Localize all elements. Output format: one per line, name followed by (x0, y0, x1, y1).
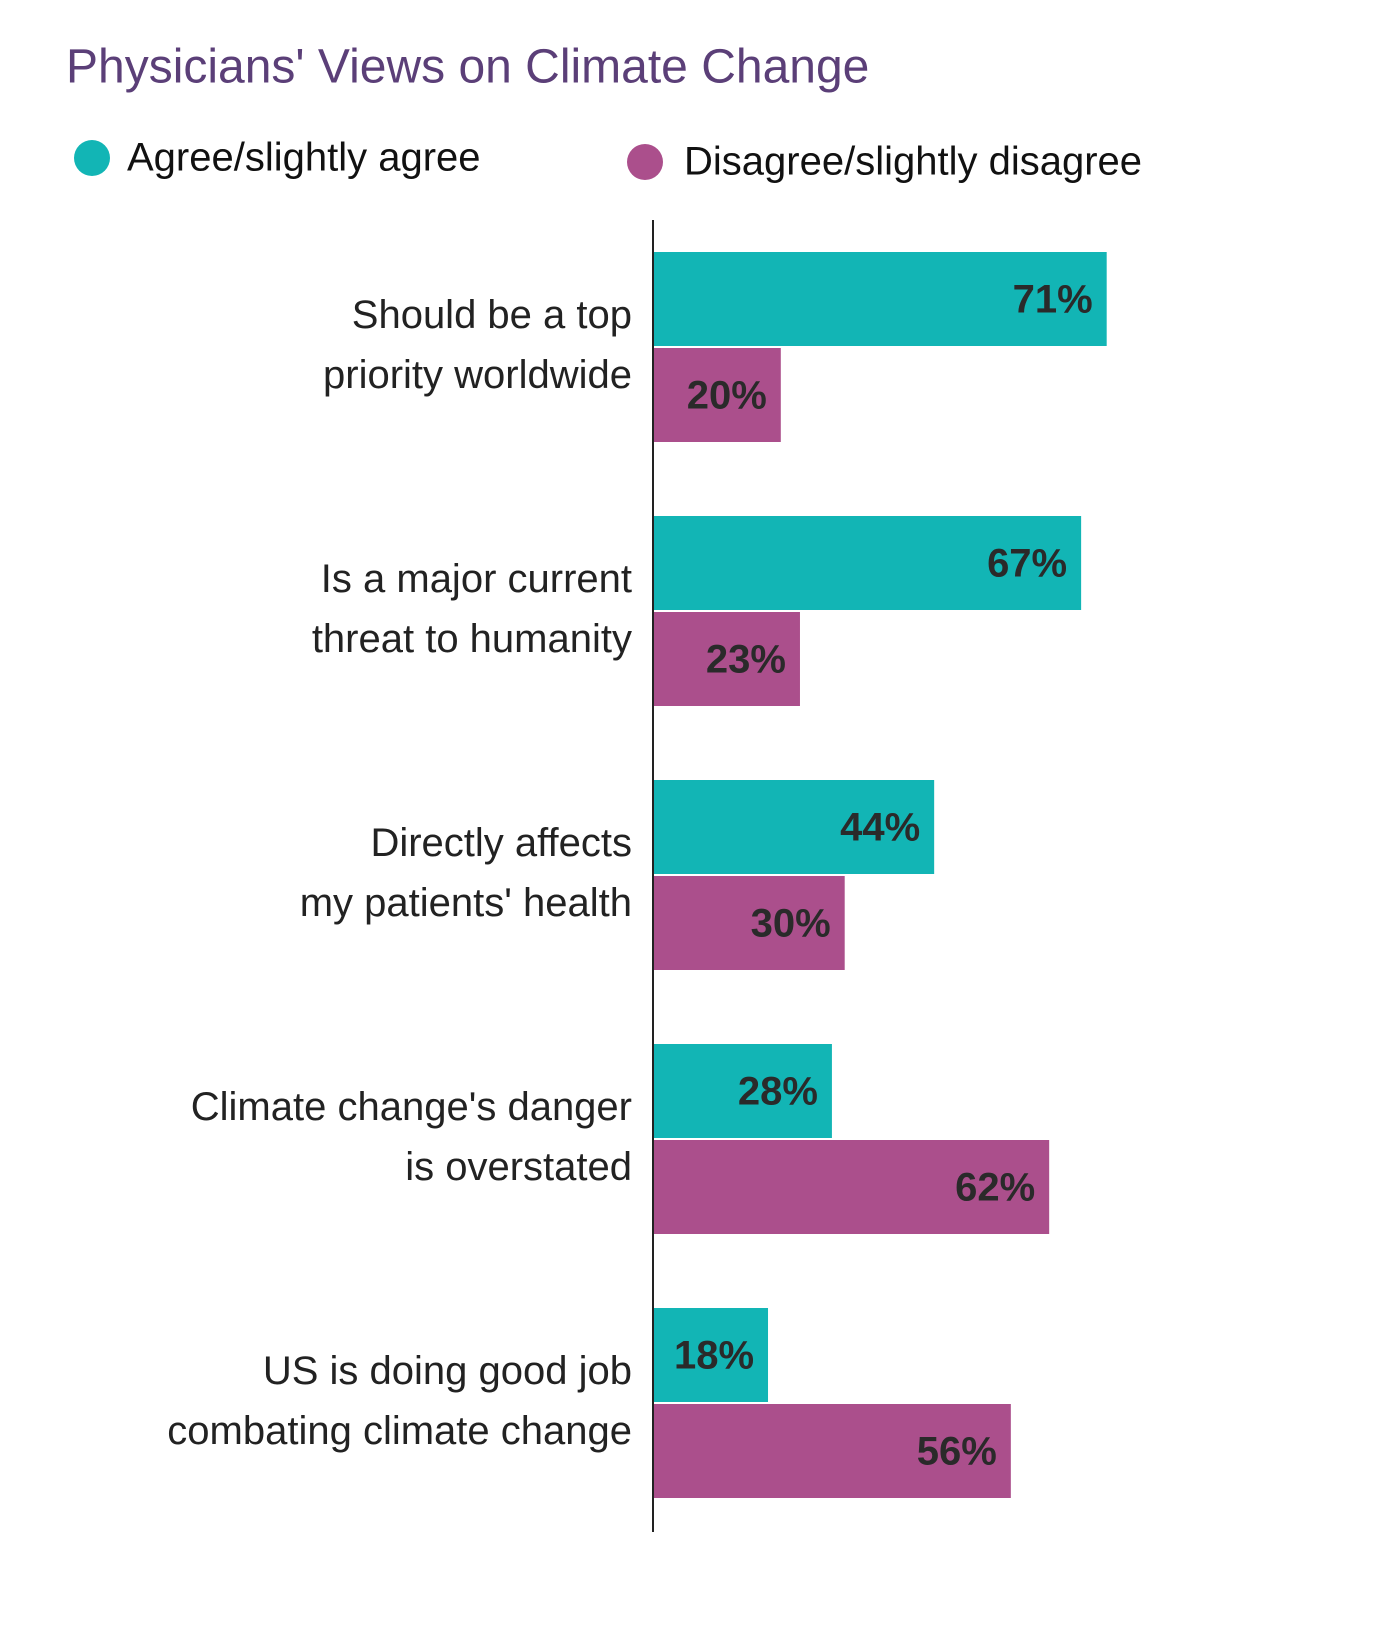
category-label: Climate change's danger is overstated (191, 1085, 632, 1189)
category-label: Should be a top priority worldwide (323, 293, 632, 397)
legend-label: Disagree/slightly disagree (684, 140, 1142, 184)
value-label: 28% (738, 1070, 818, 1114)
value-label: 20% (687, 374, 767, 418)
category-label: Directly affects my patients' health (300, 821, 632, 925)
bar (653, 780, 935, 874)
bar (653, 348, 781, 442)
value-label: 44% (840, 806, 920, 850)
category-label: Is a major current threat to humanity (312, 557, 632, 661)
legend-marker (627, 144, 663, 180)
bar (653, 252, 1107, 346)
value-label: 62% (955, 1166, 1035, 1210)
bar (653, 876, 845, 970)
bar (653, 1140, 1050, 1234)
value-label: 18% (674, 1334, 754, 1378)
bar (653, 1308, 769, 1402)
bar (653, 1404, 1011, 1498)
value-label: 23% (706, 638, 786, 682)
bar (653, 612, 800, 706)
bar (653, 516, 1082, 610)
value-label: 67% (987, 542, 1067, 586)
value-label: 56% (917, 1430, 997, 1474)
legend-marker (74, 140, 110, 176)
category-label: US is doing good job combating climate ch… (167, 1349, 632, 1453)
value-label: 71% (1013, 278, 1093, 322)
chart-title: Physicians' Views on Climate Change (66, 41, 869, 94)
value-label: 30% (751, 902, 831, 946)
bar (653, 1044, 832, 1138)
legend-label: Agree/slightly agree (127, 136, 481, 180)
